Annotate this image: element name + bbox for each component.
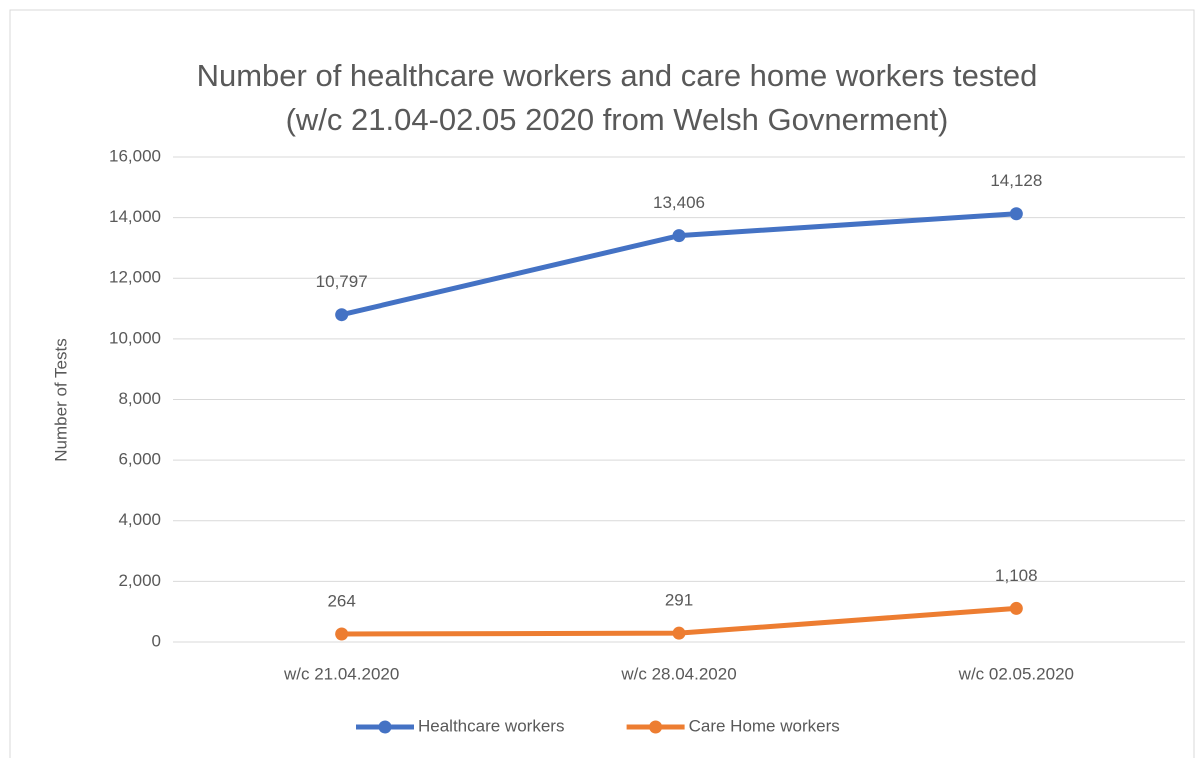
data-label: 1,108: [995, 566, 1038, 585]
data-point: [1009, 207, 1023, 221]
y-tick-label: 16,000: [109, 146, 161, 165]
y-tick-label: 2,000: [118, 571, 161, 590]
legend-label: Healthcare workers: [418, 716, 564, 735]
data-point: [1009, 601, 1023, 615]
data-label: 13,406: [653, 193, 705, 212]
data-label: 10,797: [316, 272, 368, 291]
y-tick-label: 8,000: [118, 389, 161, 408]
legend-marker: [649, 720, 663, 734]
data-label: 14,128: [990, 171, 1042, 190]
y-tick-label: 0: [152, 631, 161, 650]
y-tick-label: 10,000: [109, 328, 161, 347]
data-point: [335, 308, 349, 322]
data-point: [672, 229, 686, 243]
data-label: 264: [327, 591, 355, 610]
data-point: [335, 627, 349, 641]
y-tick-label: 14,000: [109, 207, 161, 226]
x-tick-label: w/c 02.05.2020: [958, 664, 1074, 683]
data-point: [672, 626, 686, 640]
legend-label: Care Home workers: [689, 716, 840, 735]
y-tick-label: 12,000: [109, 268, 161, 287]
x-tick-label: w/c 21.04.2020: [283, 664, 399, 683]
x-tick-label: w/c 28.04.2020: [620, 664, 736, 683]
y-tick-label: 6,000: [118, 450, 161, 469]
chart-title: Number of healthcare workers and care ho…: [197, 58, 1038, 93]
chart-title: (w/c 21.04-02.05 2020 from Welsh Govnerm…: [286, 102, 949, 137]
y-tick-label: 4,000: [118, 510, 161, 529]
data-label: 291: [665, 591, 693, 610]
legend-marker: [378, 720, 392, 734]
y-axis-label: Number of Tests: [51, 338, 70, 461]
